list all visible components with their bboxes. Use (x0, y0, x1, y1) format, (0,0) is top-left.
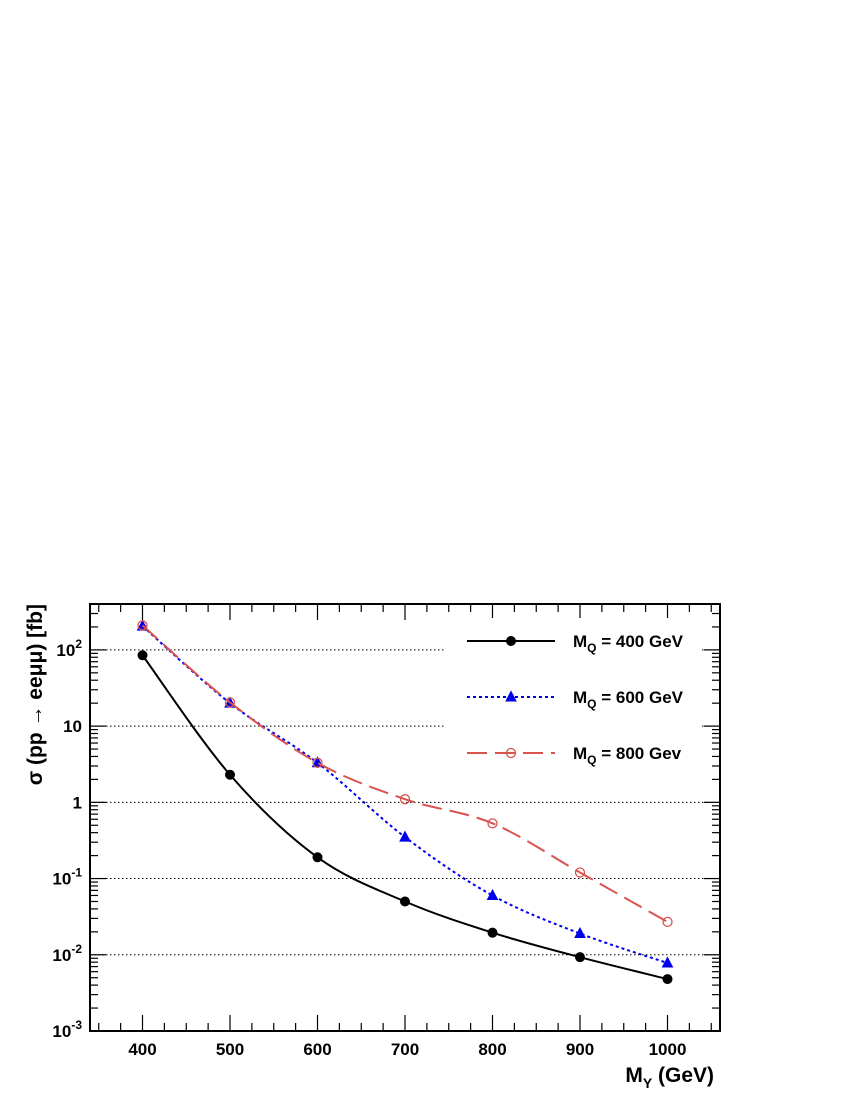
x-tick-label: 500 (216, 1040, 244, 1059)
legend-label: MQ = 400 GeV (573, 632, 684, 655)
legend-entry: MQ = 800 Gev (467, 744, 682, 767)
x-tick-label: 900 (566, 1040, 594, 1059)
x-tick-label: 1000 (649, 1040, 687, 1059)
y-tick-label: 10-1 (52, 866, 82, 889)
x-tick-label: 800 (478, 1040, 506, 1059)
axis-layer: 10-3 10-2 10-1 1 10 102 400 500 600 700 800 900 1000 (52, 603, 720, 1059)
legend-label: MQ = 800 Gev (573, 744, 682, 767)
legend: MQ = 400 GeV MQ = 600 GeV MQ = 800 Gev (446, 618, 702, 776)
series-layer (136, 619, 674, 985)
y-tick-label: 1 (73, 793, 82, 812)
data-point (399, 830, 411, 842)
y-tick-label: 102 (56, 637, 82, 660)
data-point (505, 747, 517, 759)
data-point (505, 690, 517, 702)
data-point (574, 926, 586, 939)
data-point (312, 757, 323, 768)
x-tick-label: 600 (303, 1040, 331, 1059)
legend-entry: MQ = 600 GeV (467, 688, 684, 711)
y-tick-label: 10-2 (52, 942, 82, 965)
x-tick-label: 400 (128, 1040, 156, 1059)
y-tick-label: 10-3 (52, 1018, 82, 1041)
data-point (224, 697, 236, 708)
data-point (486, 888, 499, 900)
data-point (400, 896, 410, 907)
data-point (506, 636, 516, 646)
legend-label: MQ = 600 GeV (573, 688, 684, 711)
data-point (399, 794, 411, 805)
y-axis-title: σ (pp → eeμμ) [fb] (24, 604, 47, 785)
data-point (225, 769, 235, 780)
series-1 (137, 650, 673, 985)
series-3 (137, 620, 673, 928)
y-tick-label: 10 (63, 717, 82, 736)
data-point (661, 956, 674, 968)
data-point (137, 620, 148, 631)
legend-background (446, 618, 702, 776)
data-point (662, 974, 673, 985)
data-point (662, 916, 673, 928)
data-point (575, 952, 585, 963)
data-point (487, 927, 498, 938)
series-line (141, 624, 668, 923)
data-point (574, 867, 586, 878)
data-point (137, 650, 148, 661)
legend-entry: MQ = 400 GeV (467, 632, 684, 655)
x-tick-label: 700 (391, 1040, 419, 1059)
x-axis-title: MY (GeV) (625, 1064, 714, 1091)
data-point (312, 852, 323, 863)
data-point (487, 818, 498, 829)
